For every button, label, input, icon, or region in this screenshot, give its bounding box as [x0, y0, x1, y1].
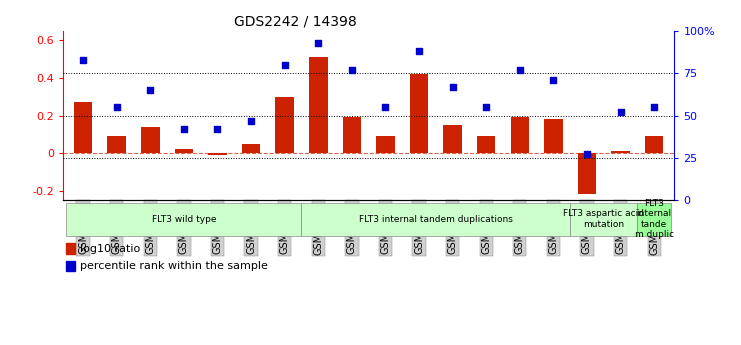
FancyBboxPatch shape — [302, 203, 570, 236]
Point — [245, 118, 257, 124]
Text: FLT3 wild type: FLT3 wild type — [152, 215, 216, 224]
Bar — [74, 102, 93, 153]
Point — [279, 62, 290, 68]
Point — [178, 126, 190, 132]
Text: FLT3
internal
tande
m duplic: FLT3 internal tande m duplic — [634, 199, 674, 239]
Bar — [107, 136, 126, 153]
Text: FLT3 internal tandem duplications: FLT3 internal tandem duplications — [359, 215, 513, 224]
Bar — [175, 149, 193, 153]
Bar — [511, 117, 529, 153]
Bar — [141, 127, 159, 153]
Point — [379, 104, 391, 110]
Bar — [66, 243, 76, 254]
Bar — [544, 119, 562, 153]
Bar — [443, 125, 462, 153]
Bar — [376, 136, 395, 153]
Bar — [242, 144, 260, 153]
Bar — [578, 153, 597, 195]
FancyBboxPatch shape — [570, 203, 637, 236]
Point — [548, 77, 559, 83]
Point — [514, 67, 525, 73]
Point — [77, 57, 89, 62]
Bar — [342, 117, 361, 153]
Point — [111, 104, 123, 110]
Bar — [611, 151, 630, 153]
Bar — [276, 97, 294, 153]
Title: GDS2242 / 14398: GDS2242 / 14398 — [234, 14, 356, 29]
Point — [346, 67, 358, 73]
Point — [581, 152, 593, 157]
Point — [447, 84, 459, 90]
Point — [144, 87, 156, 93]
FancyBboxPatch shape — [67, 203, 302, 236]
Point — [480, 104, 492, 110]
Point — [413, 49, 425, 54]
Text: FLT3 aspartic acid
mutation: FLT3 aspartic acid mutation — [563, 209, 644, 229]
Text: log10 ratio: log10 ratio — [80, 244, 140, 254]
Text: percentile rank within the sample: percentile rank within the sample — [80, 261, 268, 271]
Bar — [208, 153, 227, 155]
Point — [614, 109, 626, 115]
Bar — [410, 74, 428, 153]
FancyBboxPatch shape — [637, 203, 671, 236]
Point — [212, 126, 224, 132]
Bar — [645, 136, 663, 153]
Bar — [66, 261, 76, 272]
Point — [313, 40, 325, 46]
Point — [648, 104, 660, 110]
Bar — [309, 57, 328, 153]
Bar — [477, 136, 496, 153]
